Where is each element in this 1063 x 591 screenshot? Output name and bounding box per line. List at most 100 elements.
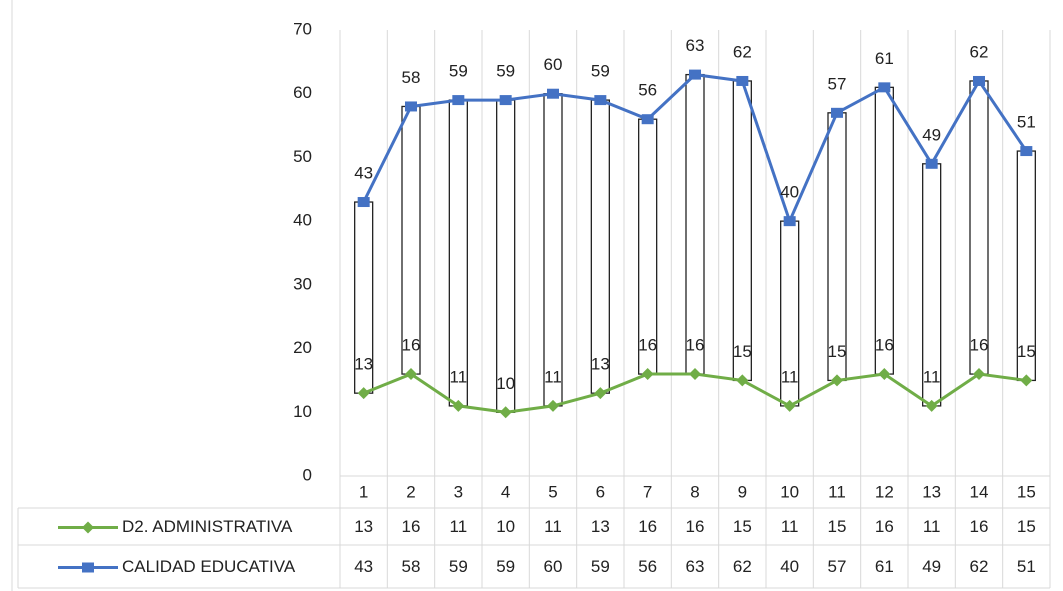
marker bbox=[878, 82, 891, 93]
x-tick-label: 1 bbox=[359, 482, 368, 501]
legend-label: CALIDAD EDUCATIVA bbox=[122, 557, 296, 576]
x-tick-label: 8 bbox=[690, 482, 699, 501]
table-cell: 57 bbox=[828, 557, 847, 576]
marker bbox=[405, 101, 417, 112]
legend-key-marker bbox=[82, 562, 94, 573]
data-label: 15 bbox=[828, 342, 847, 361]
y-tick-label: 70 bbox=[293, 19, 312, 38]
data-label: 11 bbox=[450, 367, 468, 386]
data-label: 13 bbox=[354, 355, 373, 374]
marker bbox=[641, 368, 654, 381]
marker bbox=[641, 114, 654, 125]
table-cell: 60 bbox=[544, 557, 563, 576]
data-label: 10 bbox=[496, 374, 515, 393]
table-cell: 61 bbox=[875, 557, 894, 576]
table-cell: 40 bbox=[780, 557, 799, 576]
data-label: 62 bbox=[733, 42, 752, 61]
marker bbox=[1020, 374, 1033, 387]
x-tick-label: 10 bbox=[780, 482, 799, 501]
data-label: 57 bbox=[828, 74, 847, 93]
marker bbox=[357, 387, 370, 400]
x-tick-label: 12 bbox=[875, 482, 894, 501]
table-cell: 10 bbox=[496, 517, 515, 536]
y-tick-label: 40 bbox=[293, 211, 312, 230]
table-cell: 11 bbox=[923, 517, 941, 536]
data-label: 58 bbox=[402, 68, 421, 87]
legend-key-marker bbox=[82, 521, 94, 534]
table-cell: 11 bbox=[450, 517, 468, 536]
x-tick-label: 9 bbox=[738, 482, 747, 501]
table-cell: 16 bbox=[686, 517, 705, 536]
x-tick-label: 2 bbox=[406, 482, 415, 501]
data-label: 16 bbox=[970, 336, 989, 355]
marker bbox=[1020, 146, 1033, 157]
marker bbox=[689, 368, 701, 381]
table-cell: 11 bbox=[544, 517, 562, 536]
table-cell: 11 bbox=[781, 517, 799, 536]
hi-low-bar bbox=[448, 99, 468, 407]
table-cell: 16 bbox=[970, 517, 989, 536]
hi-low-bar bbox=[732, 80, 752, 382]
hi-low-bar bbox=[496, 99, 516, 413]
marker bbox=[783, 216, 796, 227]
data-label: 11 bbox=[781, 367, 799, 386]
marker bbox=[736, 75, 749, 86]
data-label: 16 bbox=[638, 336, 657, 355]
data-label: 56 bbox=[638, 81, 657, 100]
hi-low-bar bbox=[827, 112, 847, 382]
marker bbox=[357, 197, 370, 208]
hi-low-bar bbox=[590, 99, 610, 394]
data-label: 59 bbox=[496, 62, 515, 81]
x-tick-label: 5 bbox=[548, 482, 557, 501]
y-tick-label: 20 bbox=[293, 338, 312, 357]
marker bbox=[405, 368, 417, 381]
data-label: 60 bbox=[544, 55, 563, 74]
hi-low-bar bbox=[874, 86, 894, 375]
data-label: 13 bbox=[591, 355, 610, 374]
data-label: 49 bbox=[922, 125, 941, 144]
table-cell: 16 bbox=[638, 517, 657, 536]
marker bbox=[783, 399, 796, 412]
marker bbox=[499, 406, 512, 419]
table-cell: 43 bbox=[354, 557, 373, 576]
y-tick-label: 30 bbox=[293, 274, 312, 293]
marker bbox=[973, 75, 985, 86]
marker bbox=[547, 88, 559, 99]
x-tick-label: 13 bbox=[922, 482, 941, 501]
marker bbox=[925, 158, 938, 169]
data-label: 15 bbox=[1017, 342, 1036, 361]
x-tick-label: 4 bbox=[501, 482, 510, 501]
table-cell: 15 bbox=[1017, 517, 1036, 536]
marker bbox=[452, 399, 465, 412]
hi-low-bar bbox=[401, 105, 421, 375]
data-label: 11 bbox=[923, 367, 941, 386]
y-tick-label: 10 bbox=[293, 402, 312, 421]
data-label: 11 bbox=[544, 367, 562, 386]
y-tick-label: 0 bbox=[303, 465, 312, 484]
marker bbox=[689, 69, 701, 80]
marker bbox=[831, 374, 843, 387]
data-label: 62 bbox=[970, 42, 989, 61]
table-cell: 16 bbox=[402, 517, 421, 536]
marker bbox=[736, 374, 749, 387]
x-tick-label: 14 bbox=[970, 482, 989, 501]
data-label: 43 bbox=[354, 164, 373, 183]
x-tick-label: 3 bbox=[454, 482, 463, 501]
data-label: 16 bbox=[402, 336, 421, 355]
table-cell: 51 bbox=[1017, 557, 1036, 576]
marker bbox=[973, 368, 985, 381]
table-cell: 58 bbox=[402, 557, 421, 576]
hi-low-bar bbox=[685, 73, 705, 375]
x-tick-label: 7 bbox=[643, 482, 652, 501]
hi-low-bar bbox=[969, 80, 989, 375]
marker bbox=[499, 95, 512, 106]
data-label: 15 bbox=[733, 342, 752, 361]
table-cell: 62 bbox=[733, 557, 752, 576]
data-label: 63 bbox=[686, 36, 705, 55]
table-cell: 63 bbox=[686, 557, 705, 576]
marker bbox=[452, 95, 465, 106]
table-cell: 59 bbox=[449, 557, 468, 576]
table-cell: 13 bbox=[591, 517, 610, 536]
